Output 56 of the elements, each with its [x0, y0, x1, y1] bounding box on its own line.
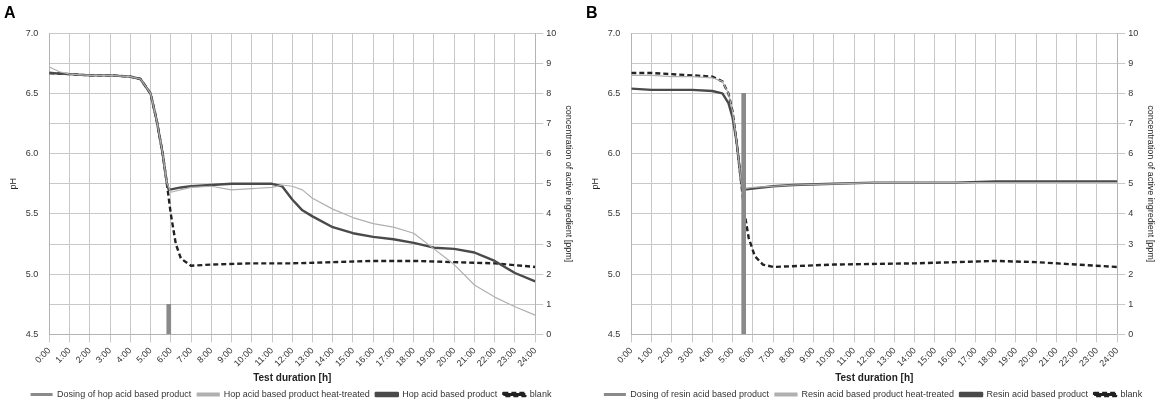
y2-tick-label: 0: [1128, 328, 1134, 339]
y2-axis-title: concentration of active ingredient [ppm]: [564, 105, 575, 263]
x-tick-label: 4:00: [695, 345, 716, 365]
y2-tick-label: 10: [546, 27, 557, 38]
y-tick-label: 5.0: [607, 268, 621, 279]
y2-tick-label: 7: [1128, 118, 1134, 129]
y2-tick-label: 1: [1128, 298, 1134, 309]
y2-tick-label: 5: [546, 178, 552, 189]
legend-label: Dosing of hop acid based product: [57, 388, 192, 399]
y2-tick-label: 6: [1128, 148, 1134, 159]
x-tick-label: 7:00: [756, 345, 777, 365]
y2-tick-label: 10: [1128, 27, 1139, 38]
x-tick-label: 7:00: [174, 345, 195, 365]
x-tick-label: 3:00: [675, 345, 696, 365]
y2-tick-label: 7: [546, 118, 552, 129]
y2-tick-label: 6: [546, 148, 552, 159]
x-tick-label: 3:00: [93, 345, 114, 365]
y-axis-title: pH: [7, 178, 18, 190]
y2-tick-label: 8: [1128, 87, 1134, 98]
y-tick-label: 4.5: [607, 328, 621, 339]
chart-title: B: [586, 4, 598, 22]
y-tick-label: 6.0: [25, 148, 39, 159]
legend-label: Dosing of resin acid based product: [630, 388, 770, 399]
x-tick-label: 4:00: [113, 345, 134, 365]
y2-tick-label: 8: [546, 87, 552, 98]
y-tick-label: 5.5: [607, 208, 621, 219]
x-axis-title: Test duration [h]: [835, 371, 914, 383]
y2-tick-label: 9: [1128, 57, 1134, 68]
y-tick-label: 6.5: [25, 87, 39, 98]
legend-label: blank: [529, 388, 552, 399]
legend-label: Hop acid based product: [402, 388, 498, 399]
y2-tick-label: 2: [546, 268, 552, 279]
y2-axis-title: concentration of active ingredient [ppm]: [1146, 105, 1157, 263]
y-axis-title: pH: [589, 178, 600, 190]
legend-label: blank: [1120, 388, 1143, 399]
y2-tick-label: 3: [1128, 238, 1134, 249]
x-axis-title: Test duration [h]: [253, 371, 332, 383]
legend-label: Resin acid based product heat-treated: [801, 388, 955, 399]
y-tick-label: 6.0: [607, 148, 621, 159]
legend-label: Hop acid based product heat-treated: [223, 388, 370, 399]
y2-tick-label: 9: [546, 57, 552, 68]
y-tick-label: 6.5: [607, 87, 621, 98]
y2-tick-label: 1: [546, 298, 552, 309]
legend-label: Resin acid based product: [986, 388, 1089, 399]
chart-title: A: [4, 4, 16, 22]
y2-tick-label: 3: [546, 238, 552, 249]
y2-tick-label: 2: [1128, 268, 1134, 279]
y-tick-label: 4.5: [25, 328, 39, 339]
y2-tick-label: 4: [546, 208, 552, 219]
y2-tick-label: 0: [546, 328, 552, 339]
y2-tick-label: 4: [1128, 208, 1134, 219]
y-tick-label: 5.5: [25, 208, 39, 219]
y2-tick-label: 5: [1128, 178, 1134, 189]
y-tick-label: 7.0: [607, 27, 621, 38]
y-tick-label: 5.0: [25, 268, 39, 279]
y-tick-label: 7.0: [25, 27, 39, 38]
